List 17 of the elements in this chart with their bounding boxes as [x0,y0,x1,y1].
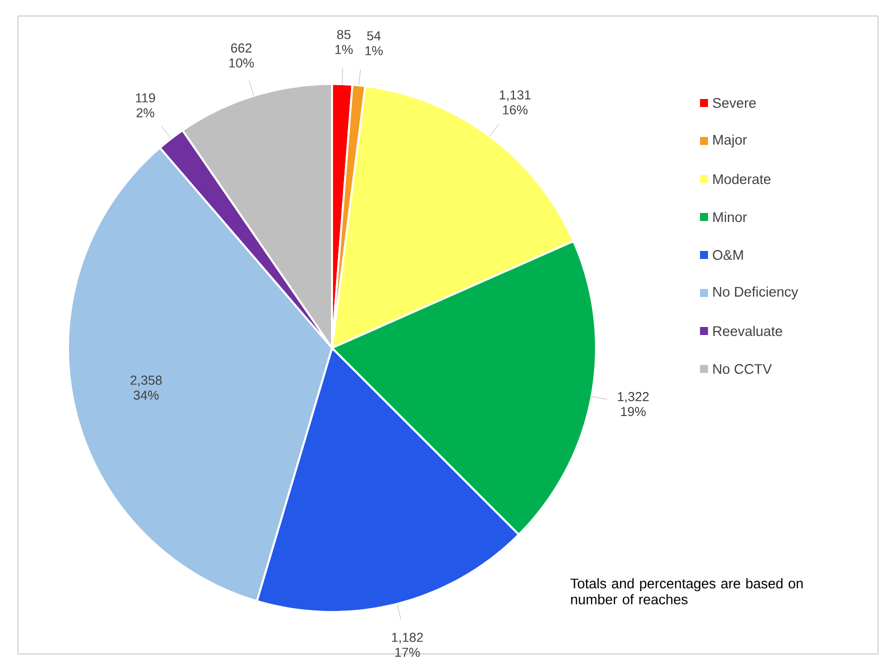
data-label: 1,322 19% [618,392,649,416]
data-label: 662 10% [229,44,254,68]
text: Totals and percentages are based on number of reaches [570,578,803,604]
legend-label: Major [713,134,747,148]
data-label: 1,182 17% [392,632,423,657]
legend-label: O&M [712,250,743,260]
data-label: 54 1% [365,31,383,56]
legend-label: Minor [713,212,747,222]
legend-label: Severe [712,98,756,108]
legend-label: No Deficiency [713,286,798,300]
data-label: 85 1% [335,30,353,54]
legend-label: Reevaluate [713,326,782,336]
data-label: 119 2% [136,93,156,118]
legend-label: Moderate [713,174,771,184]
data-label: 2,358 34% [130,376,162,400]
legend-label: No CCTV [713,364,772,374]
data-label: 1,131 16% [500,90,531,115]
